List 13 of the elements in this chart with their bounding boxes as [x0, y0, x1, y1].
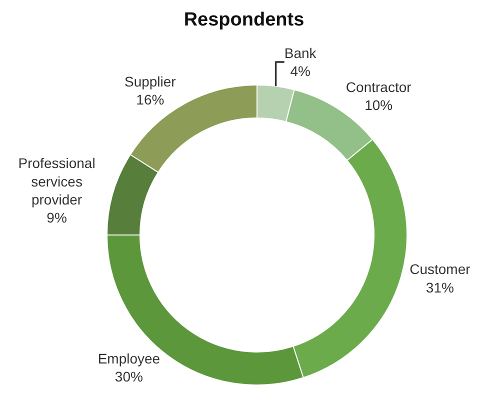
- chart-title: Respondents: [184, 10, 304, 31]
- data-label: 10%: [364, 97, 393, 114]
- slice-label: Employee: [98, 350, 160, 366]
- data-label: 16%: [136, 92, 164, 108]
- slice-label: Contractor: [346, 79, 412, 96]
- data-label: 31%: [426, 279, 454, 296]
- slice-label: Professional services provider: [18, 155, 96, 208]
- data-label: 9%: [46, 210, 67, 226]
- data-label: 30%: [114, 368, 143, 385]
- slice-label: Customer: [410, 261, 471, 278]
- data-label: 4%: [290, 63, 310, 80]
- slice-label: Bank: [284, 44, 318, 61]
- slice-label: Supplier: [124, 73, 176, 90]
